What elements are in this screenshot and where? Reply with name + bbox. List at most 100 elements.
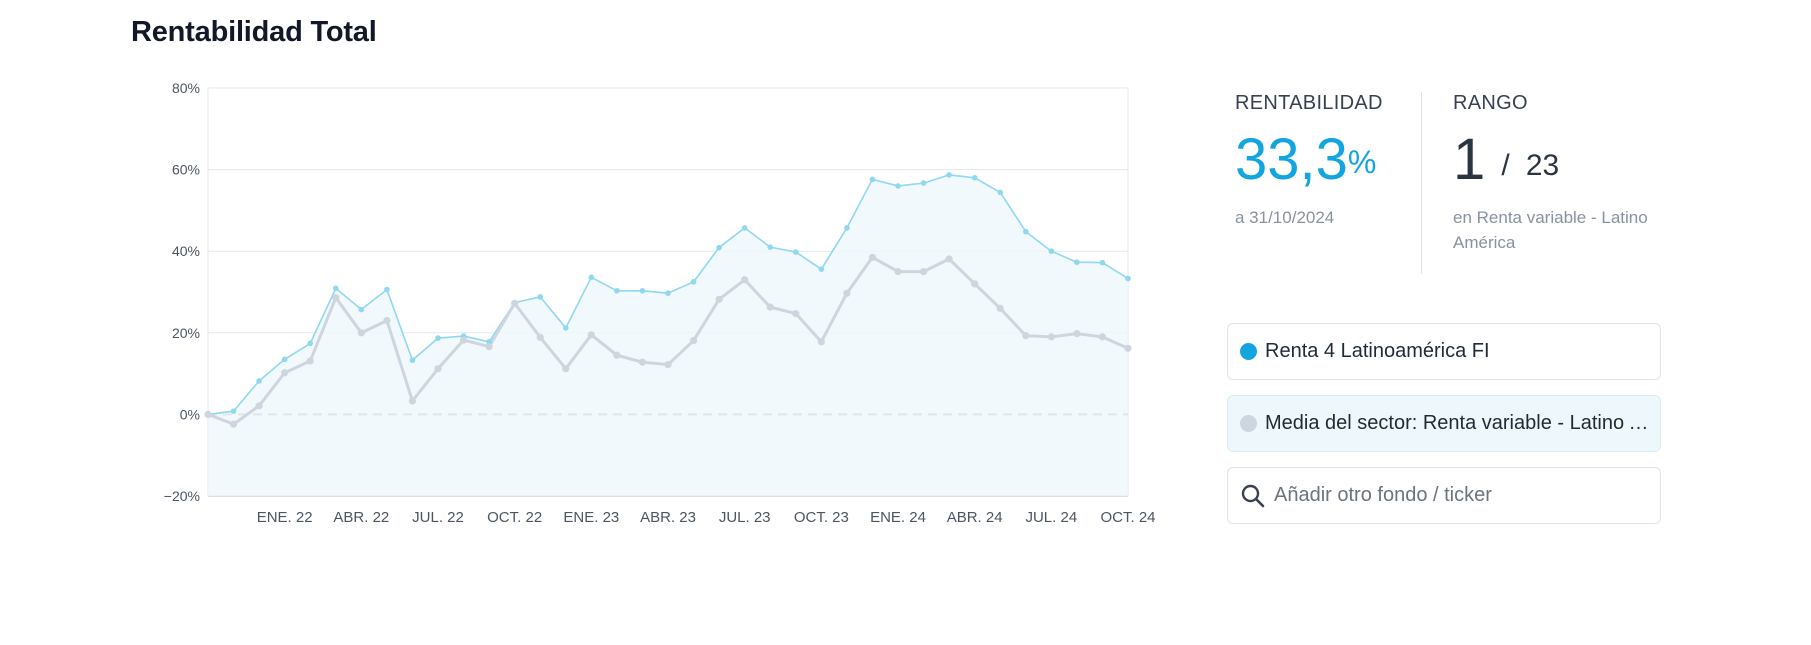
sector-point xyxy=(1073,330,1081,338)
fund-point xyxy=(895,183,901,189)
legend-fund-label: Renta 4 Latinoamérica FI xyxy=(1265,340,1490,362)
sector-color-dot-icon xyxy=(1240,415,1257,432)
fund-point xyxy=(844,225,850,231)
page-title: Rentabilidad Total xyxy=(131,16,377,48)
return-value: 33,3% xyxy=(1235,131,1383,189)
y-tick-label: 40% xyxy=(172,243,200,259)
x-tick-label: OCT. 24 xyxy=(1100,509,1155,526)
return-label: RENTABILIDAD xyxy=(1235,92,1383,114)
sector-point xyxy=(562,365,570,373)
fund-point xyxy=(818,266,825,272)
chart-y-axis: −20% 0% 20% 40% 60% 80% xyxy=(164,80,200,504)
fund-point xyxy=(716,244,722,251)
performance-chart[interactable]: −20% 0% 20% 40% 60% 80% ENE. 22 ABR. 22 JUL. 22… xyxy=(120,80,1230,620)
chart-x-axis: ENE. 22 ABR. 22 JUL. 22 OCT. 22 ENE. 23 ABR. … xyxy=(257,509,1156,526)
rank-metric: RANGO 1 / 23 en Renta variable - Latino … xyxy=(1453,92,1653,255)
x-tick-label: JUL. 24 xyxy=(1025,509,1077,526)
sector-point xyxy=(434,365,442,373)
fund-point xyxy=(639,287,646,294)
fund-point xyxy=(1074,259,1080,266)
x-tick-label: OCT. 22 xyxy=(487,509,542,526)
metrics-panel: RENTABILIDAD 33,3% a 31/10/2024 RANGO 1 … xyxy=(1235,92,1655,274)
rank-total: 23 xyxy=(1525,149,1560,182)
fund-point xyxy=(1099,259,1106,266)
fund-point xyxy=(665,290,671,297)
fund-point xyxy=(409,357,416,363)
x-tick-label: JUL. 22 xyxy=(412,509,464,526)
y-tick-label: 80% xyxy=(172,80,200,96)
search-icon xyxy=(1241,484,1265,507)
legend-item-sector[interactable]: Media del sector: Renta variable - Latin… xyxy=(1227,395,1661,452)
sector-point xyxy=(945,255,953,263)
x-tick-label: OCT. 23 xyxy=(794,509,849,526)
y-tick-label: 0% xyxy=(180,406,200,422)
fund-point xyxy=(869,176,876,183)
sector-point xyxy=(971,280,979,288)
sector-point xyxy=(1022,332,1030,340)
rank-value: 1 / 23 xyxy=(1453,131,1653,189)
fund-point xyxy=(614,287,620,294)
sector-point xyxy=(792,310,800,318)
sector-point xyxy=(204,410,212,418)
return-number: 33,3 xyxy=(1235,127,1348,192)
fund-point xyxy=(741,225,748,231)
fund-point xyxy=(256,378,262,384)
fund-point xyxy=(435,335,441,341)
sector-point xyxy=(587,331,595,339)
fund-area xyxy=(208,174,1128,496)
return-date: a 31/10/2024 xyxy=(1235,208,1335,227)
fund-point xyxy=(588,274,595,281)
fund-point xyxy=(358,306,365,313)
sector-point xyxy=(536,333,544,341)
x-tick-label: ENE. 24 xyxy=(870,509,926,526)
sector-point xyxy=(357,329,365,337)
sector-point xyxy=(689,336,698,345)
fund-point xyxy=(920,180,927,186)
fund-point xyxy=(307,340,314,347)
return-metric: RENTABILIDAD 33,3% a 31/10/2024 xyxy=(1235,92,1383,230)
rank-category: en Renta variable - Latino América xyxy=(1453,208,1648,252)
search-input[interactable] xyxy=(1274,484,1644,507)
fund-point xyxy=(537,294,544,300)
fund-point xyxy=(690,279,697,285)
sector-point xyxy=(229,420,238,428)
sector-point xyxy=(255,402,263,410)
sector-point xyxy=(919,268,928,276)
x-tick-label: ABR. 22 xyxy=(333,509,389,526)
fund-point xyxy=(767,244,774,250)
fund-point xyxy=(946,172,952,178)
return-unit: % xyxy=(1347,144,1377,180)
fund-point xyxy=(971,174,978,181)
metrics-divider xyxy=(1421,92,1422,274)
add-fund-search[interactable] xyxy=(1227,467,1661,524)
x-tick-label: JUL. 23 xyxy=(719,509,771,526)
sector-point xyxy=(459,336,468,344)
rank-separator: / xyxy=(1501,149,1510,182)
sector-point xyxy=(408,397,417,405)
sector-point xyxy=(715,295,723,303)
y-tick-label: 20% xyxy=(172,325,200,341)
sector-point xyxy=(817,338,825,346)
fund-point xyxy=(486,338,492,345)
sector-point xyxy=(485,343,493,351)
fund-point xyxy=(792,249,799,255)
legend-item-fund[interactable]: Renta 4 Latinoamérica FI xyxy=(1227,323,1661,380)
legend-sector-label: Media del sector: Renta variable - Latin… xyxy=(1265,412,1655,434)
fund-point xyxy=(1048,248,1055,254)
fund-point xyxy=(332,285,339,292)
fund-point xyxy=(384,286,390,293)
x-tick-label: ABR. 23 xyxy=(640,509,696,526)
rank-position: 1 xyxy=(1453,127,1486,192)
rank-label: RANGO xyxy=(1453,92,1528,114)
sector-point xyxy=(1124,344,1132,352)
fund-point xyxy=(1022,228,1029,235)
sector-point xyxy=(332,294,340,302)
x-tick-label: ENE. 23 xyxy=(563,509,619,526)
chart-area-fill xyxy=(208,174,1128,496)
sector-point xyxy=(281,369,289,377)
sector-point xyxy=(1047,333,1055,341)
y-tick-label: 60% xyxy=(172,162,200,178)
sector-point xyxy=(511,299,519,308)
sector-point xyxy=(638,358,647,366)
fund-point xyxy=(997,189,1004,196)
